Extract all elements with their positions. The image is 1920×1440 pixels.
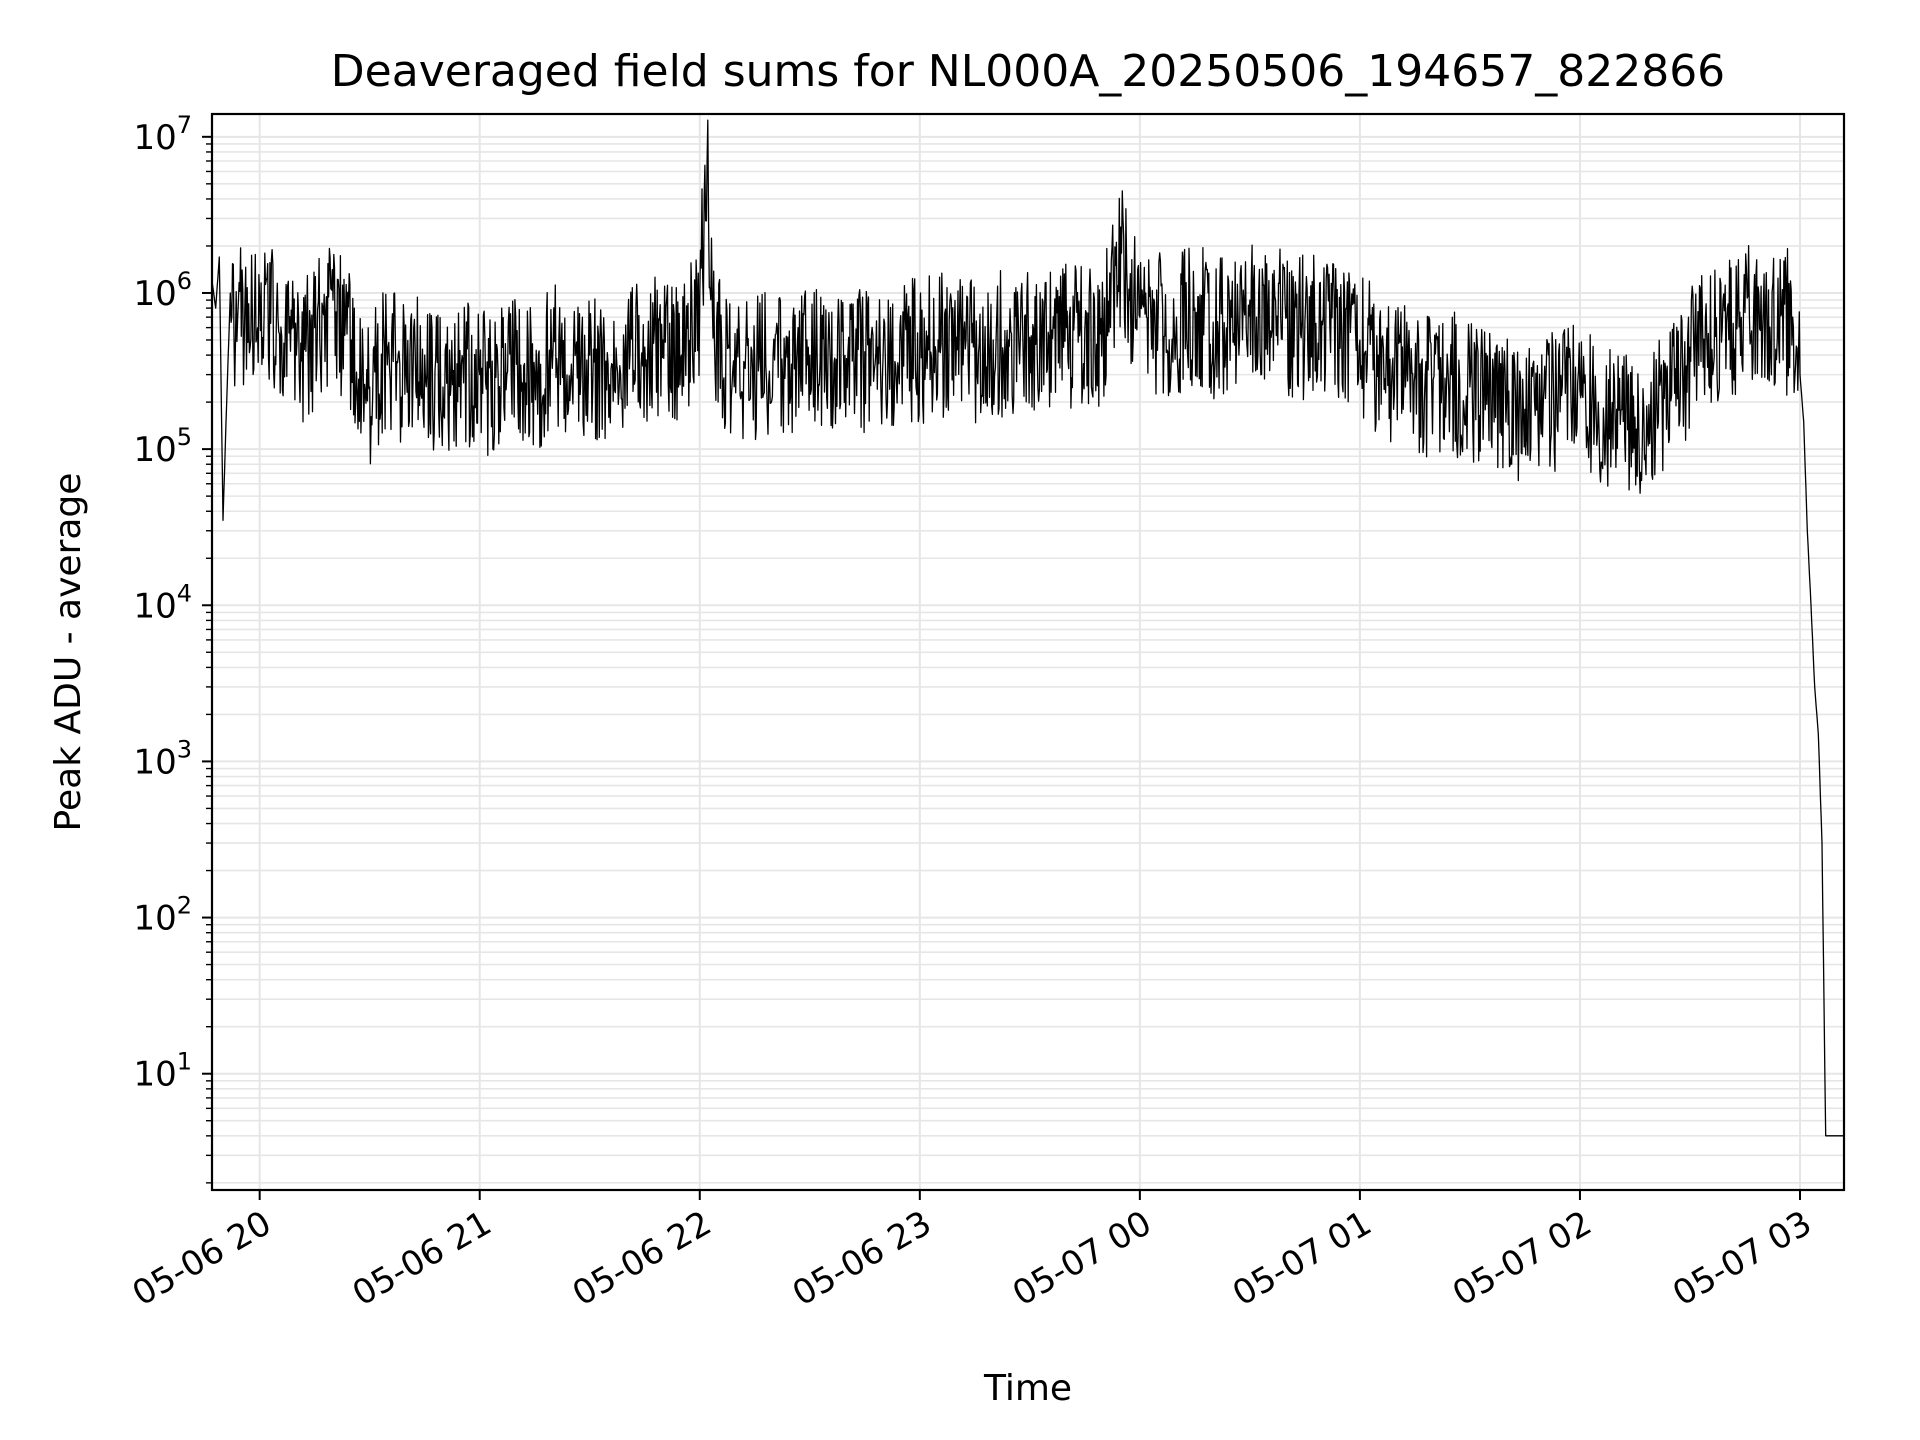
chart-title: Deaveraged field sums for NL000A_2025050… — [331, 46, 1725, 97]
y-tick-label: 105 — [133, 423, 192, 470]
y-tick-label: 103 — [133, 735, 192, 782]
y-axis-label: Peak ADU - average — [48, 473, 89, 832]
x-axis-label: Time — [983, 1368, 1072, 1409]
y-tick-label: 102 — [133, 892, 192, 939]
grid-lines — [212, 114, 1844, 1190]
series-layer — [211, 119, 1844, 1137]
y-tick-label: 107 — [133, 111, 192, 158]
y-tick-label: 101 — [133, 1048, 192, 1095]
data-series-line — [211, 119, 1844, 1137]
y-tick-label: 104 — [133, 579, 192, 626]
y-tick-label: 106 — [133, 267, 192, 314]
